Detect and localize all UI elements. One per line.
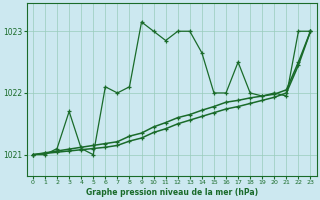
X-axis label: Graphe pression niveau de la mer (hPa): Graphe pression niveau de la mer (hPa) — [86, 188, 258, 197]
